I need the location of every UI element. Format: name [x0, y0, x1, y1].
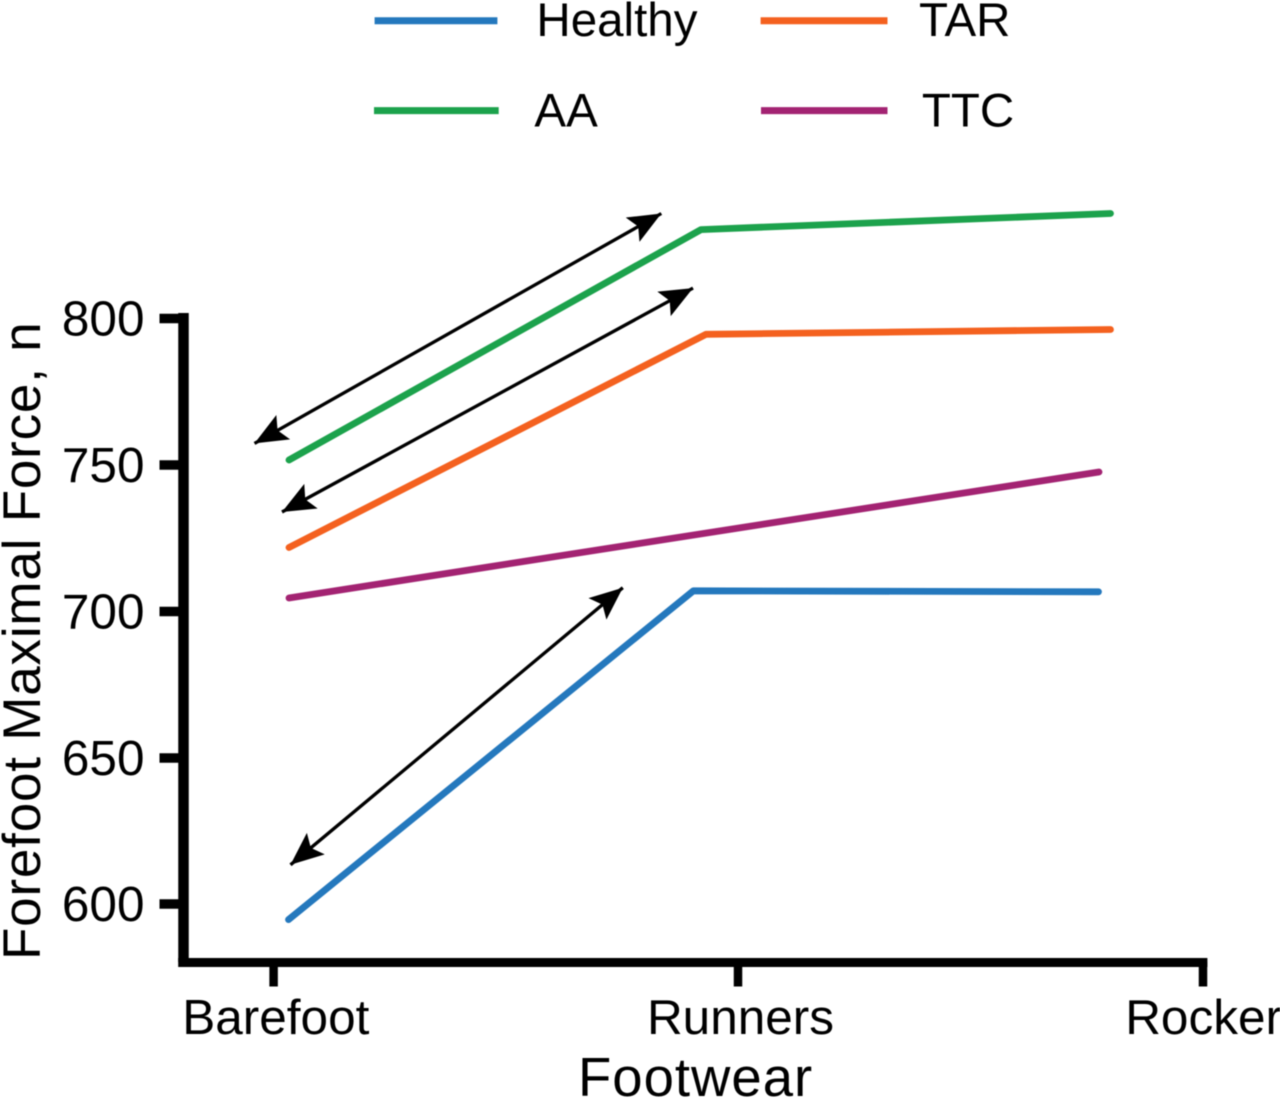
svg-text:700: 700 — [62, 585, 145, 640]
svg-text:Runners: Runners — [647, 990, 834, 1045]
svg-text:TTC: TTC — [922, 84, 1014, 137]
svg-text:Healthy: Healthy — [536, 0, 697, 47]
svg-text:AA: AA — [534, 84, 598, 137]
svg-text:650: 650 — [62, 731, 145, 786]
svg-text:Rocker: Rocker — [1125, 990, 1280, 1045]
svg-text:750: 750 — [62, 438, 145, 493]
svg-text:Footwear: Footwear — [578, 1047, 813, 1100]
svg-text:TAR: TAR — [919, 0, 1010, 47]
svg-text:Barefoot: Barefoot — [182, 990, 369, 1045]
svg-text:Forefoot Maximal Force, n: Forefoot Maximal Force, n — [0, 321, 52, 960]
svg-text:600: 600 — [62, 877, 145, 932]
svg-text:800: 800 — [62, 292, 145, 347]
